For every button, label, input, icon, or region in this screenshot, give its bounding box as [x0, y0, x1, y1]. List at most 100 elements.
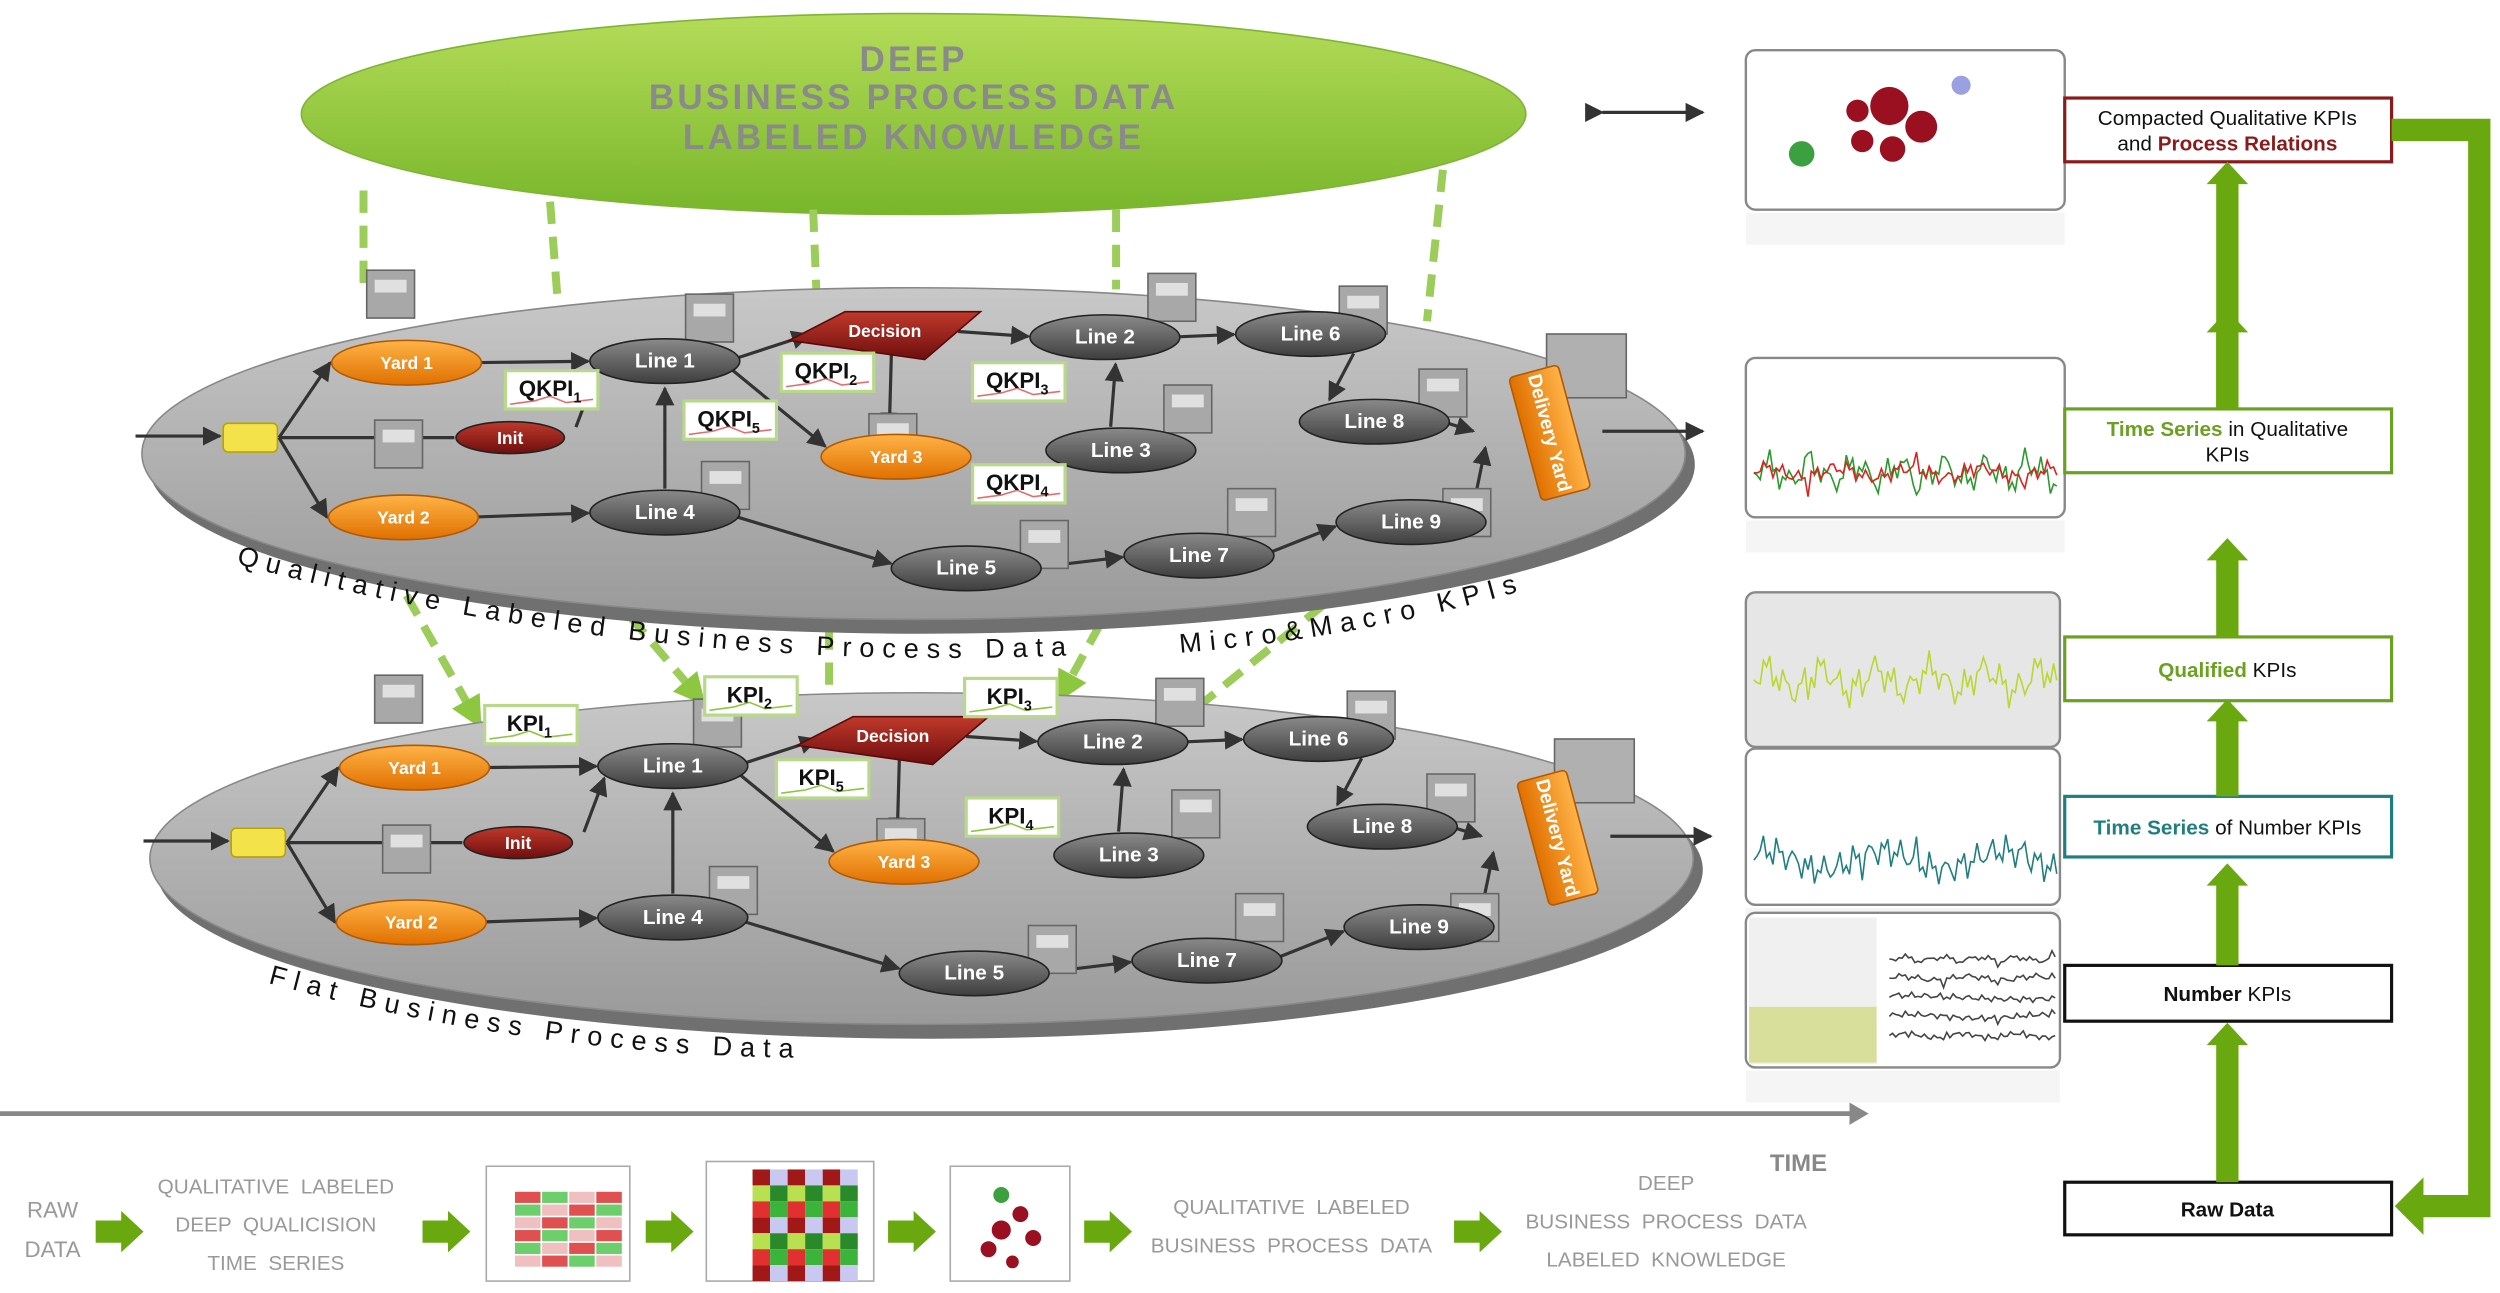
waveform	[1753, 451, 2058, 497]
process-node	[597, 742, 749, 790]
process-node	[1131, 937, 1283, 984]
kpi-sub: 2	[849, 373, 857, 389]
process-node	[589, 489, 741, 536]
matrix-cell	[840, 1265, 858, 1282]
node-label: Line 9	[1381, 511, 1441, 534]
kpi-sparkline	[781, 784, 865, 794]
machine-icon	[373, 419, 424, 469]
kpi-base: KPI	[799, 765, 836, 790]
kpi-box-text: and Process Relations	[2117, 133, 2337, 156]
kpi-base: QKPI	[519, 376, 574, 401]
kpi-box-text: Compacted Qualitative KPIs	[2098, 107, 2357, 130]
matrix-cell	[840, 1249, 858, 1266]
node-label: Yard 3	[870, 447, 923, 467]
machine-icon-detail	[382, 429, 415, 443]
kpi-sparkline	[969, 703, 1053, 713]
table-cell	[569, 1242, 595, 1254]
kpi-sub: 1	[573, 391, 581, 407]
machine-icon-detail	[1243, 903, 1276, 916]
kpi-sparkline	[970, 822, 1054, 833]
node-label: Line 1	[643, 754, 703, 777]
machine-icon-detail	[1028, 530, 1061, 543]
kpi-sub: 5	[836, 780, 844, 796]
thumbnail	[1744, 747, 2062, 906]
green-arrow	[2206, 1022, 2249, 1183]
table-cell	[542, 1255, 568, 1267]
table-cell	[596, 1242, 622, 1254]
top-ellipse-text: BUSINESS PROCESS DATA	[649, 78, 1178, 117]
pipeline-text: QUALITATIVE LABELED	[158, 1175, 394, 1198]
kpi-label: KPI1	[507, 711, 552, 741]
process-node	[327, 494, 480, 541]
kpi-sub: 4	[1041, 485, 1049, 501]
kpi-label: QKPI4	[986, 470, 1049, 500]
process-node	[1029, 314, 1181, 361]
process-node	[1343, 903, 1495, 951]
matrix-cell	[752, 1249, 771, 1266]
matrix-cell	[787, 1185, 806, 1202]
node-label: Line 8	[1352, 815, 1412, 838]
flow-arrow	[736, 515, 893, 568]
matrix-cell	[770, 1217, 788, 1234]
thumbnail	[1744, 49, 2066, 211]
matrix-cell	[840, 1201, 858, 1218]
kpi-base: QKPI	[986, 368, 1041, 393]
kpi-base: KPI	[507, 711, 544, 736]
matrix-cell	[805, 1169, 823, 1186]
kpi-box-part: Compacted Qualitative KPIs	[2098, 107, 2357, 130]
matrix-cell	[822, 1217, 841, 1234]
matrix-cell	[770, 1169, 788, 1186]
flow-arrow	[1104, 362, 1124, 427]
waveform	[1888, 1008, 2056, 1027]
network-node	[1012, 1206, 1029, 1223]
network-node	[1025, 1230, 1042, 1246]
process-node	[1234, 310, 1387, 358]
kpi-box-part: in Qualitative	[2223, 418, 2349, 441]
time-label: TIME	[1770, 1150, 1827, 1177]
thumbnail-reflection	[1745, 520, 2065, 553]
matrix-cell	[787, 1249, 806, 1266]
matrix-cell	[770, 1201, 788, 1218]
green-arrow	[2206, 699, 2249, 797]
table-cell	[596, 1191, 622, 1203]
delivery-yard-shape	[1508, 364, 1591, 501]
kpi-box-text: KPIs	[2205, 444, 2249, 467]
kpi-box-part: Number	[2163, 983, 2241, 1006]
pipeline-text: BUSINESS PROCESS DATA	[1151, 1234, 1432, 1257]
kpi-base: KPI	[727, 682, 764, 707]
flow-arrow	[285, 766, 340, 844]
waveform	[1753, 650, 2058, 709]
matrix-cell	[752, 1185, 771, 1202]
table-cell	[514, 1242, 541, 1254]
kpi-label: QKPI2	[795, 359, 858, 389]
pipeline-text: RAW	[27, 1197, 78, 1222]
thumbnail	[1744, 356, 2066, 519]
pipeline-text: DEEP	[1638, 1172, 1694, 1195]
table-cell	[514, 1255, 541, 1267]
matrix-cell	[752, 1217, 771, 1234]
node-label: Yard 3	[878, 852, 931, 872]
dashed-connector	[403, 593, 482, 729]
flow-arrow	[1112, 767, 1132, 832]
flow-arrow	[731, 369, 827, 448]
node-label: Line 7	[1169, 544, 1229, 567]
kpi-label: KPI3	[987, 684, 1032, 714]
kpi-sub: 3	[1041, 383, 1049, 399]
node-label: Init	[497, 428, 523, 448]
node-label: Line 6	[1281, 322, 1341, 345]
node-label: Init	[505, 833, 531, 853]
table-cell	[569, 1204, 595, 1216]
flow-arrow	[1186, 730, 1244, 750]
flow-arrow	[1270, 523, 1338, 554]
node-label: Yard 2	[385, 913, 438, 933]
network-node	[1846, 99, 1869, 122]
matrix-cell	[787, 1233, 806, 1250]
machine-icon-detail	[1171, 394, 1204, 408]
machine-icon-detail	[717, 876, 750, 889]
green-arrow	[888, 1210, 936, 1253]
kpi-base: KPI	[988, 803, 1025, 828]
waveform	[1888, 990, 2056, 1004]
process-node	[589, 337, 741, 385]
machine-icon-detail	[382, 684, 415, 698]
flow-arrow	[487, 756, 599, 777]
